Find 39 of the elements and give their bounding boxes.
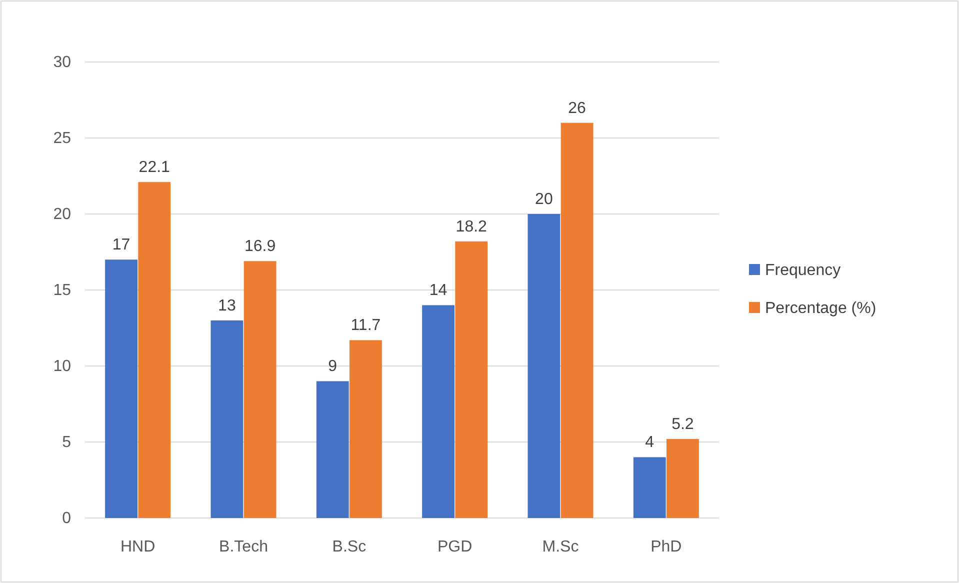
bar xyxy=(350,340,382,518)
data-label: 9 xyxy=(328,358,338,376)
data-label: 17 xyxy=(112,236,130,254)
y-tick-label: 25 xyxy=(53,130,72,148)
data-label: 26 xyxy=(568,100,586,117)
bar xyxy=(244,261,276,518)
bar xyxy=(633,457,666,518)
data-label: 18.2 xyxy=(456,218,488,236)
legend-label: Percentage (%) xyxy=(765,300,876,317)
bar xyxy=(528,214,560,518)
bar xyxy=(455,241,488,518)
data-label: 20 xyxy=(535,191,553,208)
x-tick-label: HND xyxy=(120,538,156,556)
bar xyxy=(560,122,594,518)
y-tick-label: 20 xyxy=(53,206,72,224)
data-label: 11.7 xyxy=(350,317,381,334)
data-label: 22.1 xyxy=(138,159,170,176)
x-tick-label: PGD xyxy=(437,538,472,556)
y-tick-label: 15 xyxy=(53,282,72,300)
data-label: 14 xyxy=(429,282,448,300)
legend-label: Frequency xyxy=(765,262,841,279)
data-label: 4 xyxy=(645,434,654,452)
bar xyxy=(138,182,171,518)
x-tick-label: B.Sc xyxy=(332,538,366,556)
bar xyxy=(422,305,455,518)
bar xyxy=(105,260,138,518)
x-tick-label: PhD xyxy=(650,538,682,556)
x-tick-label: M.Sc xyxy=(542,538,579,556)
data-label: 16.9 xyxy=(244,238,276,256)
bar xyxy=(666,438,699,518)
bar xyxy=(210,320,244,518)
y-tick-label: 30 xyxy=(53,54,72,72)
y-tick-label: 10 xyxy=(53,358,72,376)
bar xyxy=(316,381,349,518)
y-tick-label: 5 xyxy=(62,434,72,452)
x-tick-label: B.Tech xyxy=(219,538,268,556)
y-tick-label: 0 xyxy=(62,510,72,528)
data-label: 5.2 xyxy=(672,416,694,433)
data-label: 13 xyxy=(218,297,236,314)
